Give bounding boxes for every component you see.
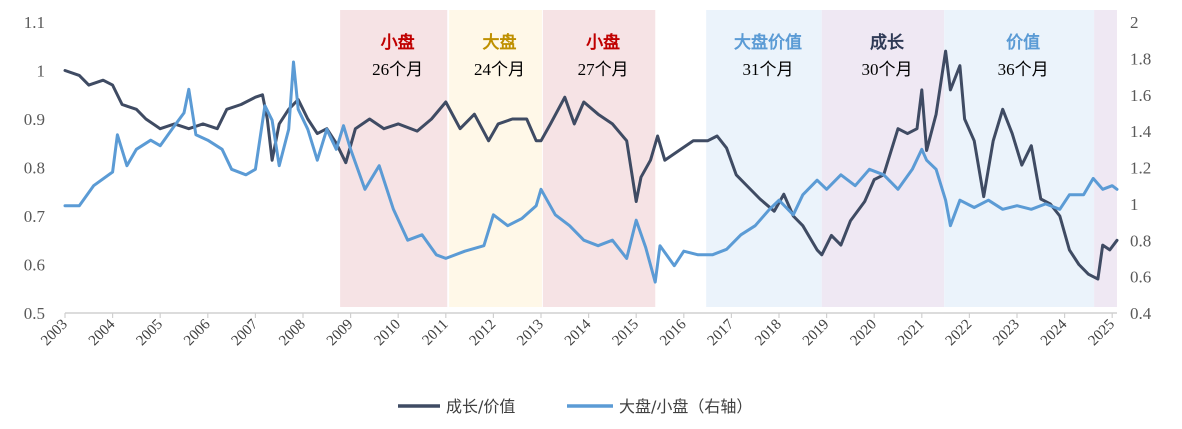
x-tick-label: 2009 bbox=[324, 317, 357, 350]
x-tick-label: 2017 bbox=[705, 316, 738, 349]
series-large-small-line bbox=[63, 60, 1119, 284]
region-label: 价值 bbox=[1006, 32, 1040, 53]
x-tick-label: 2010 bbox=[372, 317, 405, 350]
y-right-tick-label: 0.6 bbox=[1130, 268, 1151, 287]
y-right-tick-label: 1 bbox=[1130, 195, 1139, 214]
x-tick-label: 2006 bbox=[181, 316, 214, 349]
region-duration: 24个月 bbox=[474, 60, 525, 79]
x-tick-label: 2024 bbox=[1038, 316, 1071, 349]
y-left-tick-label: 0.8 bbox=[24, 159, 45, 178]
region-label: 大盘 bbox=[483, 32, 517, 53]
y-right-tick-label: 1.8 bbox=[1130, 49, 1151, 68]
region-duration: 30个月 bbox=[862, 60, 913, 79]
x-tick-label: 2019 bbox=[800, 317, 833, 350]
x-tick-label: 2018 bbox=[752, 317, 785, 350]
region-band bbox=[706, 10, 822, 307]
series-growth-value-line bbox=[63, 49, 1119, 281]
y-left-tick-label: 1 bbox=[37, 62, 46, 81]
x-tick-label: 2008 bbox=[276, 317, 309, 350]
x-tick-label: 2005 bbox=[134, 317, 167, 350]
y-left-tick-label: 0.9 bbox=[24, 110, 45, 129]
y-left-tick-label: 1.1 bbox=[24, 13, 45, 32]
region-duration: 26个月 bbox=[372, 60, 423, 79]
x-tick-label: 2004 bbox=[86, 316, 119, 349]
region-label: 成长 bbox=[870, 32, 905, 53]
x-tick-label: 2020 bbox=[848, 317, 881, 350]
y-right-tick-label: 2 bbox=[1130, 13, 1139, 32]
y-right-tick-label: 1.2 bbox=[1130, 159, 1151, 178]
region-duration: 36个月 bbox=[998, 60, 1049, 79]
series-lines bbox=[63, 49, 1119, 284]
legend-label-large-small: 大盘/小盘（右轴） bbox=[619, 397, 752, 416]
region-band bbox=[340, 10, 448, 307]
x-tick-label: 2022 bbox=[943, 317, 976, 350]
y-right-tick-label: 0.4 bbox=[1130, 304, 1152, 323]
x-tick-label: 2025 bbox=[1086, 317, 1119, 350]
x-tick-label: 2016 bbox=[657, 316, 690, 349]
region-label: 小盘 bbox=[381, 32, 415, 53]
region-label: 大盘价值 bbox=[734, 32, 802, 53]
region-band bbox=[821, 10, 945, 307]
region-label: 小盘 bbox=[586, 32, 620, 53]
x-tick-label: 2023 bbox=[990, 317, 1023, 350]
region-band bbox=[1094, 10, 1117, 307]
regime-regions: 小盘 26个月 大盘 24个月 小盘 27个月 大盘价值 31个月 成长 30个月 价值 36个月 bbox=[340, 10, 1117, 307]
y-left-tick-label: 0.6 bbox=[24, 256, 45, 275]
legend-label-growth-value: 成长/价值 bbox=[446, 397, 515, 416]
y-right-tick-label: 0.8 bbox=[1130, 231, 1151, 250]
x-tick-label: 2015 bbox=[610, 317, 643, 350]
legend: 成长/价值 大盘/小盘（右轴） bbox=[398, 397, 752, 416]
region-duration: 27个月 bbox=[578, 60, 629, 79]
region-band bbox=[542, 10, 656, 307]
x-tick-label: 2014 bbox=[562, 316, 595, 349]
x-tick-label: 2007 bbox=[229, 316, 262, 349]
y-right-tick-label: 1.4 bbox=[1130, 122, 1152, 141]
x-tick-label: 2021 bbox=[895, 317, 928, 350]
x-tick-label: 2013 bbox=[514, 317, 547, 350]
y-left-tick-label: 0.7 bbox=[24, 207, 46, 226]
region-duration: 31个月 bbox=[743, 60, 794, 79]
x-tick-label: 2012 bbox=[467, 317, 500, 350]
y-right-tick-label: 1.6 bbox=[1130, 86, 1151, 105]
region-band bbox=[449, 10, 542, 307]
x-tick-label: 2011 bbox=[419, 317, 451, 349]
y-left-tick-label: 0.5 bbox=[24, 304, 45, 323]
